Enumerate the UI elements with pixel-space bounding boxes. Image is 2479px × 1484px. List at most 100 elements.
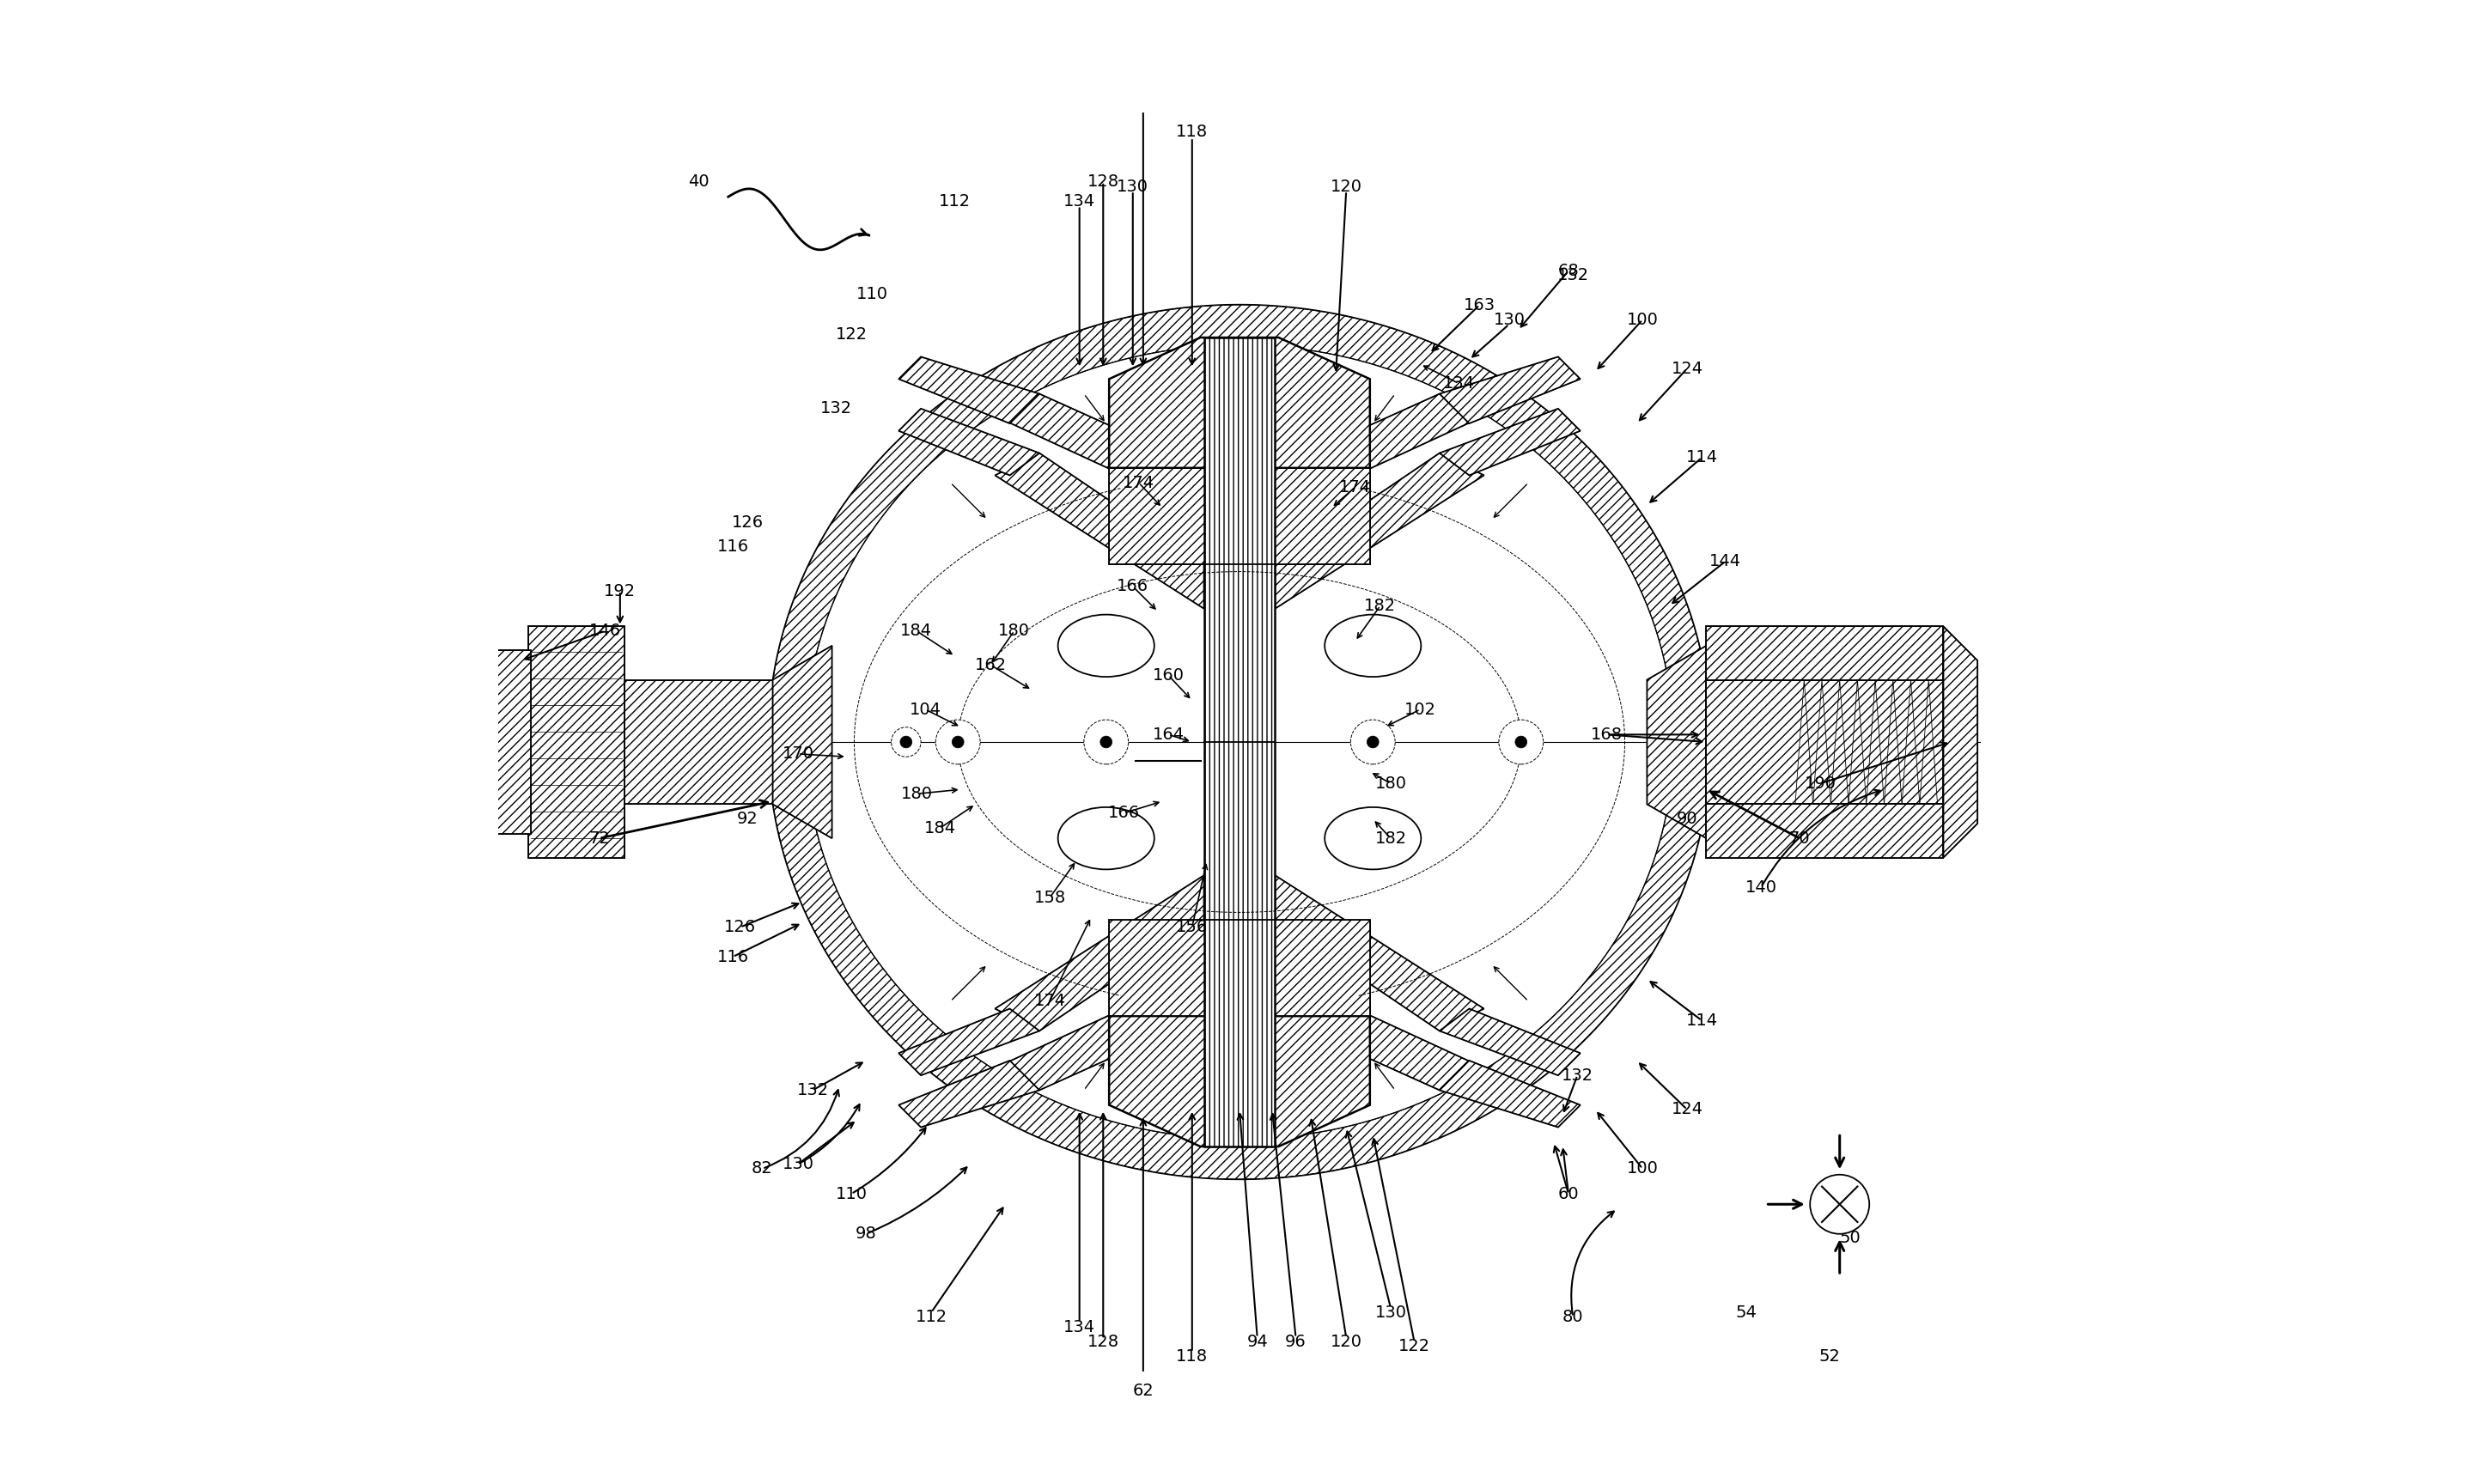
Text: 182: 182: [1363, 598, 1396, 614]
Text: 112: 112: [940, 193, 972, 209]
Text: 68: 68: [1557, 263, 1579, 279]
Text: 62: 62: [1133, 1383, 1153, 1399]
Circle shape: [900, 736, 912, 748]
Polygon shape: [528, 626, 625, 858]
Text: 122: 122: [1398, 1339, 1430, 1355]
Text: 96: 96: [1284, 1334, 1306, 1350]
Text: 124: 124: [1671, 1101, 1703, 1117]
Text: 120: 120: [1331, 1334, 1361, 1350]
Text: 72: 72: [588, 830, 610, 846]
Circle shape: [1515, 736, 1527, 748]
Text: 130: 130: [1492, 312, 1525, 328]
Text: 98: 98: [855, 1226, 878, 1242]
Text: 134: 134: [1443, 375, 1475, 392]
Text: 128: 128: [1088, 174, 1118, 190]
Text: 114: 114: [1686, 1012, 1718, 1028]
Text: 80: 80: [1562, 1309, 1584, 1325]
Text: 180: 180: [900, 785, 932, 801]
Text: 130: 130: [781, 1156, 813, 1172]
Circle shape: [952, 736, 964, 748]
Text: 116: 116: [716, 539, 749, 555]
Circle shape: [892, 727, 920, 757]
Polygon shape: [994, 453, 1205, 608]
Text: 116: 116: [716, 948, 749, 965]
Text: 124: 124: [1671, 361, 1703, 377]
Polygon shape: [994, 876, 1205, 1031]
Polygon shape: [994, 393, 1205, 512]
Polygon shape: [773, 646, 833, 838]
Polygon shape: [1108, 1017, 1371, 1147]
Text: 100: 100: [1626, 312, 1658, 328]
Circle shape: [1366, 736, 1378, 748]
Text: 184: 184: [900, 623, 932, 640]
Polygon shape: [1706, 626, 1944, 680]
Text: 184: 184: [925, 819, 957, 835]
Polygon shape: [1706, 804, 1944, 858]
Text: 130: 130: [1376, 1304, 1406, 1321]
Text: 182: 182: [1376, 830, 1406, 846]
Polygon shape: [1706, 680, 1944, 804]
Text: 132: 132: [1562, 1067, 1594, 1083]
Polygon shape: [1646, 646, 1706, 838]
Polygon shape: [806, 344, 1673, 1140]
Text: 110: 110: [835, 1186, 868, 1202]
Text: 82: 82: [751, 1160, 773, 1177]
Polygon shape: [768, 304, 1711, 1180]
Text: 94: 94: [1247, 1334, 1267, 1350]
Text: 126: 126: [724, 919, 756, 935]
Text: 132: 132: [1557, 267, 1589, 283]
Text: 40: 40: [689, 174, 709, 190]
Polygon shape: [768, 304, 1711, 742]
Ellipse shape: [1324, 614, 1420, 677]
Polygon shape: [1440, 1061, 1579, 1128]
Polygon shape: [768, 742, 1711, 1180]
Text: 60: 60: [1557, 1186, 1579, 1202]
Circle shape: [935, 720, 979, 764]
Text: 54: 54: [1735, 1304, 1758, 1321]
Text: 170: 170: [781, 745, 813, 761]
Text: 174: 174: [1339, 479, 1371, 496]
Circle shape: [1500, 720, 1544, 764]
Polygon shape: [1274, 972, 1485, 1091]
Text: 128: 128: [1088, 1334, 1118, 1350]
Polygon shape: [1944, 626, 1978, 858]
Polygon shape: [528, 680, 773, 804]
Text: 134: 134: [1063, 1319, 1096, 1336]
Polygon shape: [1274, 393, 1485, 512]
Ellipse shape: [1059, 614, 1155, 677]
Text: 104: 104: [910, 702, 942, 718]
Polygon shape: [900, 356, 1039, 423]
Polygon shape: [1274, 876, 1485, 1031]
Text: 50: 50: [1839, 1230, 1862, 1247]
Text: 118: 118: [1175, 1349, 1207, 1365]
Text: 130: 130: [1118, 178, 1148, 194]
Ellipse shape: [1059, 807, 1155, 870]
Text: 52: 52: [1820, 1349, 1839, 1365]
Text: 120: 120: [1331, 178, 1361, 194]
Text: 180: 180: [999, 623, 1031, 640]
Text: 174: 174: [1123, 475, 1155, 491]
Text: 144: 144: [1711, 554, 1743, 570]
Text: 160: 160: [1153, 668, 1185, 684]
Text: 134: 134: [1063, 193, 1096, 209]
Text: 140: 140: [1745, 879, 1777, 895]
Text: 174: 174: [1034, 993, 1066, 1009]
Text: 118: 118: [1175, 123, 1207, 139]
Text: 70: 70: [1790, 830, 1810, 846]
Circle shape: [1351, 720, 1396, 764]
Polygon shape: [1440, 408, 1579, 475]
Text: 110: 110: [855, 286, 887, 303]
Text: 146: 146: [590, 623, 622, 640]
Text: 164: 164: [1153, 727, 1185, 743]
Text: 156: 156: [1175, 919, 1207, 935]
Polygon shape: [1440, 356, 1579, 423]
Text: 162: 162: [974, 657, 1006, 674]
Circle shape: [1101, 736, 1113, 748]
Text: 132: 132: [796, 1082, 828, 1098]
Polygon shape: [1108, 467, 1371, 564]
Text: 102: 102: [1406, 702, 1435, 718]
Circle shape: [1810, 1175, 1869, 1233]
Polygon shape: [900, 1009, 1039, 1076]
Text: 114: 114: [1686, 450, 1718, 466]
Polygon shape: [1205, 337, 1274, 1147]
